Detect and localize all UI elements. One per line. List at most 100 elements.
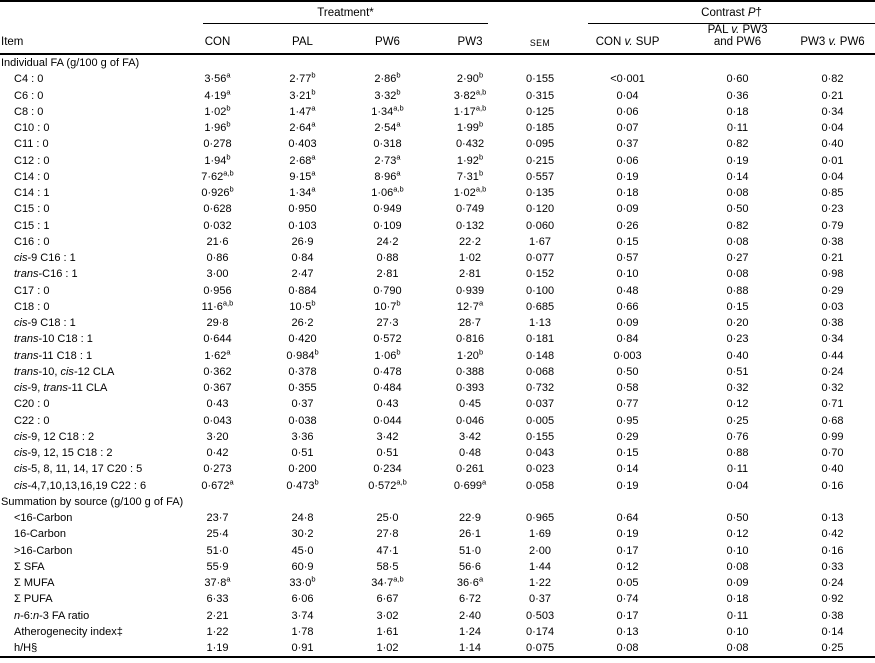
value-sem: 1·13 [529,317,552,330]
value-pw3-v-pw6: 0·16 [821,544,844,557]
value-pw3-v-pw6: 0·23 [821,203,844,216]
value-pw6: 0·478 [373,365,402,378]
value-sem: 0·060 [525,219,555,232]
value-pal-v-pw3-and-pw6: 0·88 [726,284,749,297]
item-label: C10 : 0 [14,122,50,135]
value-pw6: 8·96a [374,168,401,183]
value-pal: 2·68a [289,151,316,167]
value-pw6: 58·5 [376,560,399,573]
value-pw3-v-pw6: 0·04 [821,170,844,183]
value-pw6: 0·484 [373,382,402,395]
value-pw6: 3·32b [374,86,401,102]
value-pw6: 6·67 [376,593,399,606]
value-pw6: 25·0 [376,512,399,525]
table-row: Atherogenecity index‡ 1·22 1·78 1·61 1·24 0·1… [0,624,875,640]
value-pw6: 24·2 [376,235,399,248]
treatment-group-cell: Treatment* [175,1,510,24]
value-sem: 1·22 [529,577,552,590]
value-con-v-sup: 0·10 [616,268,639,281]
col-header-sem: SEM [510,24,571,55]
value-sem: 1·69 [529,528,552,541]
value-con-v-sup: 0·003 [613,349,642,362]
table-row: C11 : 0 0·278 0·403 0·318 0·432 0·095 0·37 0·82… [0,136,875,152]
item-label: C14 : 0 [14,170,50,183]
value-pal-v-pw3-and-pw6: 0·10 [726,544,749,557]
value-pw3: 0·132 [455,219,485,232]
value-pw3-v-pw6: 0·16 [821,479,844,492]
value-con: 0·628 [203,203,232,216]
value-pw6: 3·02 [376,609,399,622]
value-pal: 1·34a [289,184,316,200]
value-pw3: 0·046 [455,414,485,427]
value-pw3-v-pw6: 0·98 [821,268,844,281]
group-header-row: Treatment* Contrast P† [0,1,875,24]
value-pw3: 1·24 [459,625,482,638]
value-pal-v-pw3-and-pw6: 0·18 [726,105,749,118]
item-label: <16-Carbon [14,512,73,525]
value-pal-v-pw3-and-pw6: 0·12 [726,528,749,541]
contrast-group-header: Contrast P† [588,2,875,24]
value-pal: 9·15a [289,168,316,183]
value-pal: 1·78 [291,625,314,638]
item-label: C16 : 0 [14,235,50,248]
value-sem: 0·155 [525,430,555,443]
value-pal: 0·984b [286,346,319,362]
value-sem: 0·155 [525,73,555,86]
value-pal: 0·84 [291,252,314,265]
section-header: Summation by source (g/100 g of FA) [1,495,184,508]
value-con-v-sup: 0·50 [616,365,639,378]
value-con-v-sup: 0·77 [616,398,639,411]
value-pal-v-pw3-and-pw6: 0·11 [726,463,749,476]
value-pw3: 51·0 [459,544,482,557]
value-con: 51·0 [206,544,229,557]
value-con-v-sup: 0·66 [616,300,639,313]
value-pal-v-pw3-and-pw6: 0·51 [726,365,749,378]
value-pw6: 1·06a,b [371,184,404,200]
table-row: <16-Carbon 23·7 24·8 25·0 22·9 0·965 0·64 0·50 0… [0,510,875,526]
value-pal: 3·74 [291,609,314,622]
treatment-group-header: Treatment* [203,2,489,24]
column-header-row: Item CON PAL PW6 PW3 SEM CON v. SUP PAL … [0,24,875,55]
value-con: 0·362 [203,365,232,378]
value-pw3-v-pw6: 0·38 [821,235,844,248]
value-pw3: 0·699a [453,476,487,492]
value-con-v-sup: 0·26 [616,219,639,232]
value-con-v-sup: 0·29 [616,430,639,443]
value-pw3: 0·749 [455,203,485,216]
item-label: C11 : 0 [14,138,49,151]
value-pal-v-pw3-and-pw6: 0·11 [726,122,749,135]
value-pw3: 1·99b [456,119,484,135]
item-label: C15 : 0 [14,203,50,216]
value-pw6: 0·109 [373,219,402,232]
table-row: n-6:n-3 FA ratio 2·21 3·74 3·02 2·40 0·503 0·1… [0,608,875,624]
value-pal: 2·64a [289,119,316,135]
value-pw3: 0·261 [455,463,485,476]
value-pw3: 6·72 [459,593,482,606]
value-pw6: 27·3 [376,317,399,330]
value-pw3-v-pw6: 0·01 [821,154,844,167]
value-pw3-v-pw6: 0·71 [821,398,844,411]
value-sem: 0·135 [525,187,555,200]
value-pal: 26·2 [291,317,314,330]
value-pw3-v-pw6: 0·85 [821,187,844,200]
value-con: 23·7 [206,512,229,525]
value-pw3-v-pw6: 0·03 [821,300,844,313]
value-pw3-v-pw6: 0·70 [821,447,844,460]
value-sem: 1·44 [529,560,552,573]
value-sem: 0·181 [525,333,555,346]
table-body: Individual FA (g/100 g of FA) C4 : 0 3·56a… [0,54,875,657]
value-con-v-sup: 0·13 [616,625,639,638]
item-label: C18 : 0 [14,300,50,313]
value-pw3-v-pw6: 0·40 [821,138,844,151]
item-label: h/H§ [14,642,38,655]
value-pal: 0·378 [288,365,317,378]
value-con: 4·19a [204,86,231,102]
value-pw3: 22·9 [459,512,482,525]
value-pal-v-pw3-and-pw6: 0·08 [726,268,749,281]
value-con-v-sup: 0·06 [616,154,639,167]
value-sem: 0·005 [525,414,555,427]
value-pal-v-pw3-and-pw6: 0·08 [726,642,749,655]
value-pw3-v-pw6: 0·33 [821,560,844,573]
value-con: 0·42 [206,447,229,460]
